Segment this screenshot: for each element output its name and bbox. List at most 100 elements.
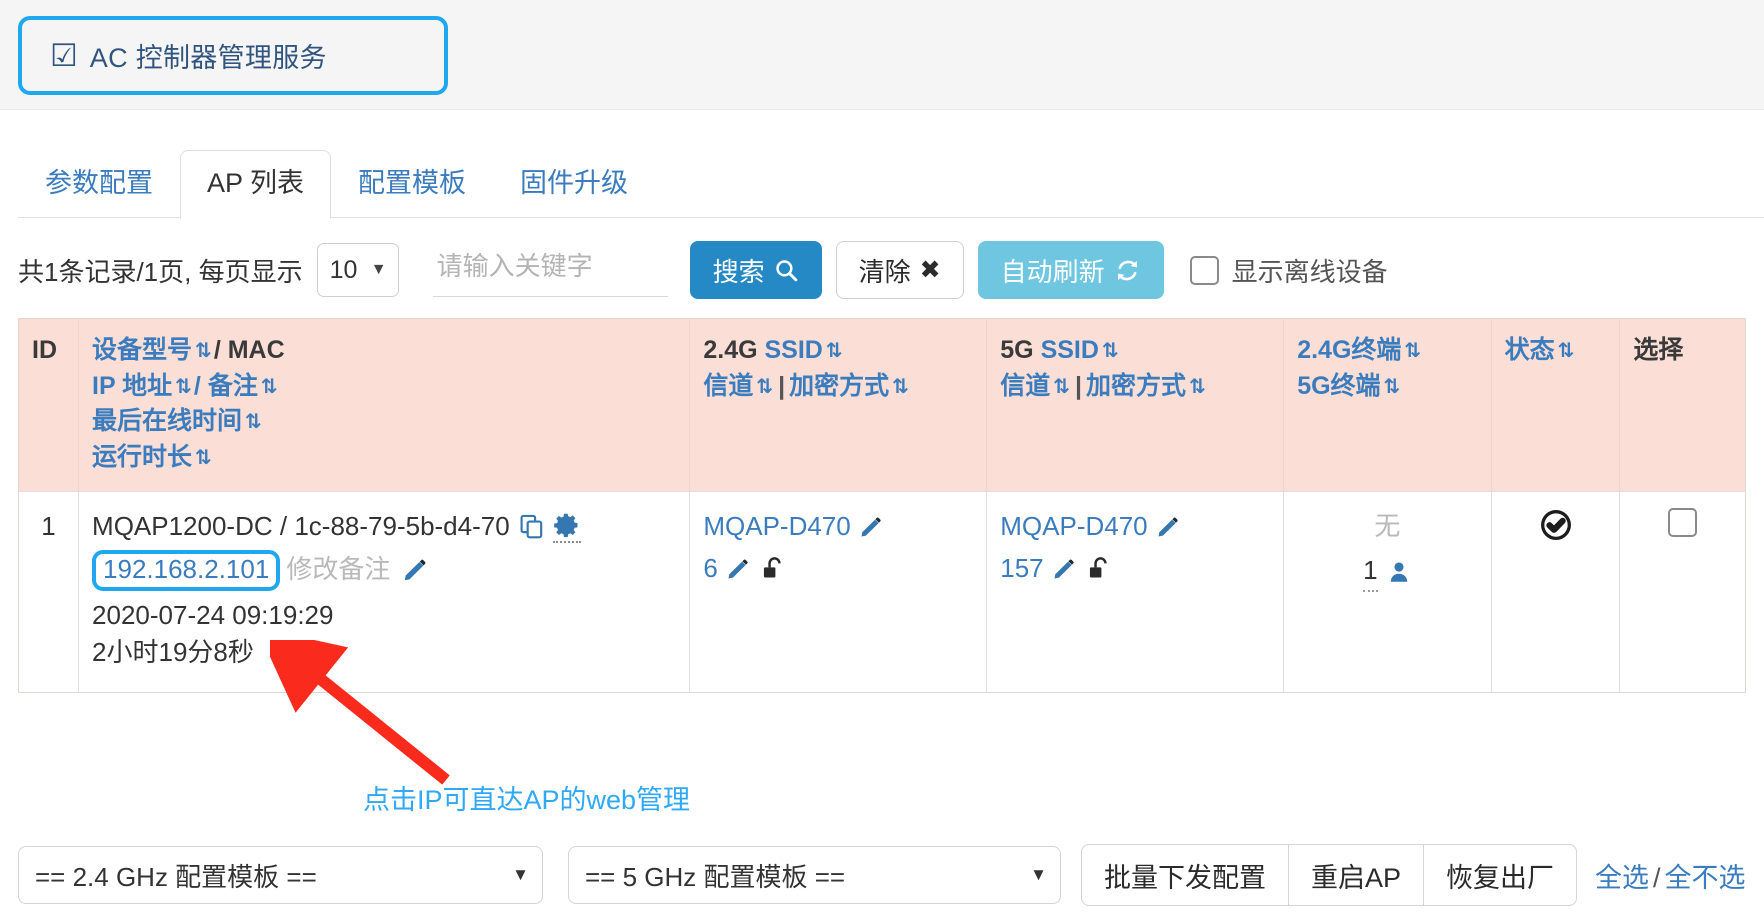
cell-5g: MQAP-D470 157 bbox=[986, 491, 1285, 693]
chevron-down-icon: ▼ bbox=[370, 261, 387, 278]
row-select-checkbox[interactable] bbox=[1668, 508, 1698, 537]
pencil-icon[interactable] bbox=[1052, 557, 1076, 581]
user-icon bbox=[1386, 559, 1412, 585]
sort-icon[interactable]: ⇅ bbox=[1383, 375, 1401, 398]
chevron-down-icon: ▼ bbox=[512, 865, 529, 884]
header-24g-terminals-line[interactable]: 2.4G终端 ⇅ bbox=[1297, 336, 1422, 364]
pencil-icon[interactable] bbox=[726, 557, 750, 581]
ip-address-link[interactable]: 192.168.2.101 bbox=[92, 549, 281, 591]
sort-icon[interactable]: ⇅ bbox=[1404, 340, 1422, 362]
sort-icon[interactable]: ⇅ bbox=[825, 340, 843, 362]
header-device-info: 设备型号 ⇅/ MAC IP 地址 ⇅/ 备注 ⇅ 最后在线时间 ⇅ 运行时长 ⇅ bbox=[78, 318, 691, 492]
gear-icon[interactable] bbox=[552, 511, 581, 543]
table-header-row: ID 设备型号 ⇅/ MAC IP 地址 ⇅/ 备注 ⇅ 最后在线时间 ⇅ 运行时长 ⇅ bbox=[18, 318, 1746, 492]
chevron-down-icon: ▼ bbox=[1030, 865, 1047, 884]
clear-button-label: 清除 bbox=[858, 256, 911, 287]
sort-icon[interactable]: ⇅ bbox=[175, 375, 192, 398]
template-5ghz-value: == 5 GHz 配置模板 == bbox=[585, 861, 846, 892]
batch-apply-config-button[interactable]: 批量下发配置 bbox=[1081, 844, 1289, 906]
cell-24g: MQAP-D470 6 bbox=[689, 491, 988, 693]
header-ip-line[interactable]: IP 地址 ⇅/ 备注 ⇅ bbox=[92, 371, 278, 400]
cell-id: 1 bbox=[18, 491, 80, 693]
header-5g-terminals-line[interactable]: 5G终端 ⇅ bbox=[1297, 371, 1401, 400]
auto-refresh-label: 自动刷新 bbox=[1000, 256, 1105, 287]
check-circle-icon bbox=[1539, 508, 1573, 553]
auto-refresh-button[interactable]: 自动刷新 bbox=[977, 241, 1164, 299]
tab-ap-list[interactable]: AP 列表 bbox=[180, 150, 332, 219]
top-banner: ☑ AC 控制器管理服务 bbox=[0, 0, 1764, 110]
sort-icon[interactable]: ⇅ bbox=[195, 446, 212, 469]
header-id: ID bbox=[18, 318, 80, 492]
sort-icon[interactable]: ⇅ bbox=[195, 340, 212, 362]
header-last-online-line[interactable]: 最后在线时间 ⇅ bbox=[92, 407, 262, 435]
bulk-action-buttons: 批量下发配置 重启AP 恢复出厂 bbox=[1081, 844, 1578, 906]
template-5ghz-select[interactable]: == 5 GHz 配置模板 == ▼ bbox=[568, 846, 1061, 904]
factory-reset-button[interactable]: 恢复出厂 bbox=[1423, 844, 1578, 906]
select-none-link[interactable]: 全不选 bbox=[1664, 862, 1746, 893]
sort-icon[interactable]: ⇅ bbox=[756, 375, 774, 398]
header-device-model-line[interactable]: 设备型号 ⇅/ MAC bbox=[92, 336, 285, 364]
checked-box-icon: ☑ bbox=[50, 38, 78, 73]
clear-button[interactable]: 清除 ✖ bbox=[835, 241, 964, 299]
unlock-icon[interactable] bbox=[1087, 555, 1114, 582]
tab-firmware-upgrade[interactable]: 固件升级 bbox=[520, 168, 629, 199]
annotation-text: 点击IP可直达AP的web管理 bbox=[363, 785, 691, 815]
header-5g-ssid-line[interactable]: 5G SSID ⇅ bbox=[1000, 336, 1119, 364]
tab-config-template[interactable]: 配置模板 bbox=[358, 168, 467, 199]
reboot-ap-button[interactable]: 重启AP bbox=[1288, 844, 1425, 906]
header-uptime-line[interactable]: 运行时长 ⇅ bbox=[92, 442, 212, 471]
ssid-5g-value[interactable]: MQAP-D470 bbox=[1000, 511, 1148, 541]
header-24g-ssid-line[interactable]: 2.4G SSID ⇅ bbox=[703, 336, 843, 364]
sort-icon[interactable]: ⇅ bbox=[245, 411, 262, 433]
uptime-value: 2小时19分8秒 bbox=[92, 637, 254, 668]
sort-icon[interactable]: ⇅ bbox=[1053, 375, 1071, 398]
ip-remark-line: 192.168.2.101 修改备注 bbox=[92, 549, 676, 591]
ssid-24g-value[interactable]: MQAP-D470 bbox=[703, 511, 851, 541]
channel-5g-line: 157 bbox=[1000, 550, 1270, 588]
list-toolbar: 共1条记录/1页, 每页显示 10 ▼ 搜索 清除 ✖ 自动刷新 显示离线设备 bbox=[0, 218, 1764, 318]
page-size-select[interactable]: 10 ▼ bbox=[316, 243, 399, 297]
device-model-line: MQAP1200-DC / 1c-88-79-5b-d4-70 bbox=[92, 508, 676, 546]
service-title: AC 控制器管理服务 bbox=[89, 43, 327, 73]
sort-icon[interactable]: ⇅ bbox=[1101, 340, 1119, 362]
select-all-link[interactable]: 全选 bbox=[1595, 862, 1650, 893]
template-24ghz-select[interactable]: == 2.4 GHz 配置模板 == ▼ bbox=[18, 846, 543, 904]
header-status[interactable]: 状态 ⇅ bbox=[1491, 318, 1621, 492]
terminals-5g-wrap: 1 bbox=[1297, 552, 1477, 593]
unlock-icon[interactable] bbox=[761, 555, 788, 582]
search-button[interactable]: 搜索 bbox=[689, 241, 822, 299]
last-online-value: 2020-07-24 09:19:29 bbox=[92, 599, 334, 630]
footer-bar: == 2.4 GHz 配置模板 == ▼ == 5 GHz 配置模板 == ▼ … bbox=[0, 844, 1764, 906]
cell-status bbox=[1491, 491, 1621, 693]
terminals-5g-value: 1 bbox=[1363, 552, 1378, 593]
terminals-5g-link[interactable]: 1 bbox=[1363, 552, 1411, 593]
channel-5g-value[interactable]: 157 bbox=[1000, 552, 1044, 583]
channel-24g-value[interactable]: 6 bbox=[703, 552, 718, 583]
header-5g-ssid: 5G SSID ⇅ 信道 ⇅ | 加密方式 ⇅ bbox=[986, 318, 1285, 492]
show-offline-checkbox[interactable] bbox=[1189, 255, 1219, 285]
table-row: 1 MQAP1200-DC / 1c-88-79-5b-d4-70 bbox=[18, 491, 1746, 693]
header-select: 选择 bbox=[1619, 318, 1746, 492]
search-input[interactable] bbox=[432, 243, 668, 297]
pencil-icon[interactable] bbox=[402, 557, 428, 583]
ap-table: ID 设备型号 ⇅/ MAC IP 地址 ⇅/ 备注 ⇅ 最后在线时间 ⇅ 运行时长 ⇅ bbox=[18, 318, 1746, 693]
sort-icon[interactable]: ⇅ bbox=[1189, 375, 1206, 398]
show-offline-toggle[interactable]: 显示离线设备 bbox=[1189, 252, 1388, 289]
copy-icon[interactable] bbox=[518, 513, 545, 540]
service-title-box: ☑ AC 控制器管理服务 bbox=[18, 16, 448, 95]
ssid-24g-line: MQAP-D470 bbox=[703, 508, 973, 546]
template-24ghz-value: == 2.4 GHz 配置模板 == bbox=[35, 861, 317, 892]
pencil-icon[interactable] bbox=[1156, 515, 1180, 539]
remark-label: 修改备注 bbox=[286, 554, 391, 585]
page-size-value: 10 bbox=[329, 255, 358, 284]
sort-icon[interactable]: ⇅ bbox=[892, 375, 909, 398]
header-5g-channel-line[interactable]: 信道 ⇅ | 加密方式 ⇅ bbox=[1000, 371, 1206, 400]
tab-bar: 参数配置 AP 列表 配置模板 固件升级 bbox=[0, 110, 1764, 219]
sort-icon[interactable]: ⇅ bbox=[260, 375, 278, 398]
tab-parameter-config[interactable]: 参数配置 bbox=[45, 168, 153, 199]
header-24g-channel-line[interactable]: 信道 ⇅ | 加密方式 ⇅ bbox=[703, 371, 909, 400]
cell-device-info: MQAP1200-DC / 1c-88-79-5b-d4-70 bbox=[78, 491, 691, 693]
pencil-icon[interactable] bbox=[859, 515, 883, 539]
cell-select bbox=[1619, 491, 1746, 693]
sort-icon[interactable]: ⇅ bbox=[1557, 340, 1575, 362]
